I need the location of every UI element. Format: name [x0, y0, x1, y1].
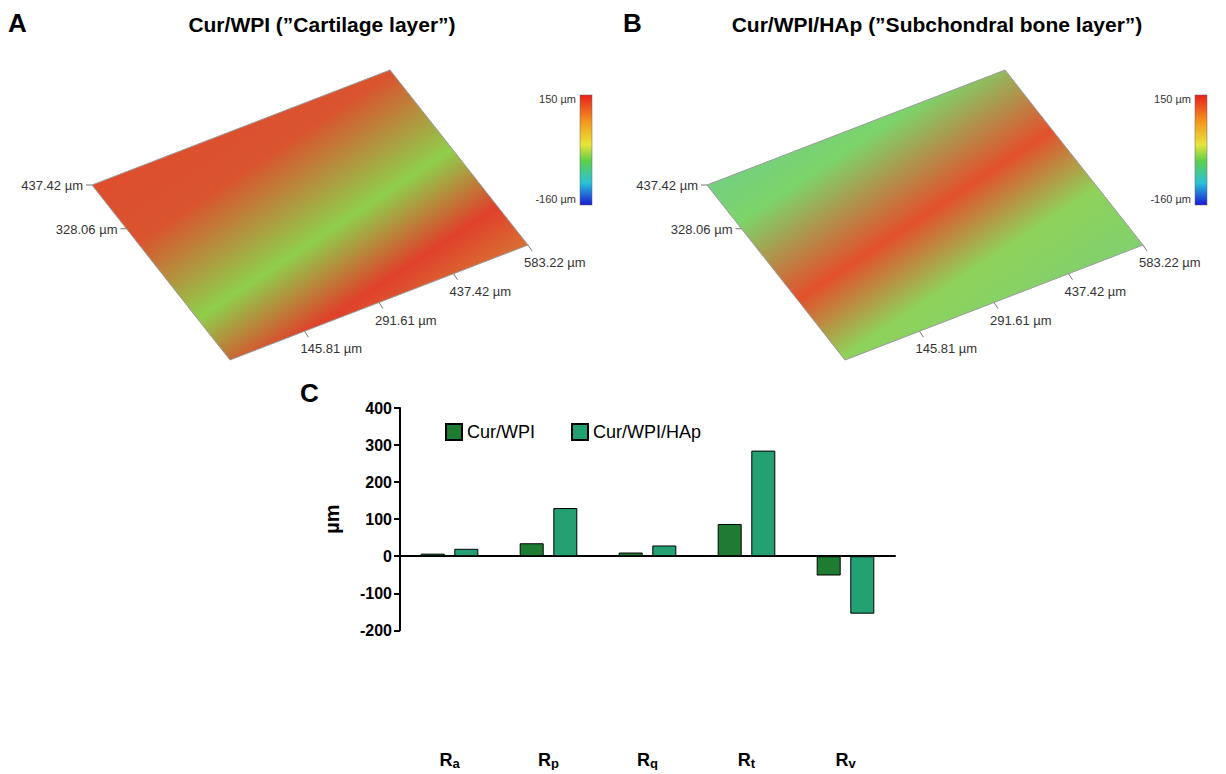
svg-text:Cur/WPI (”Cartilage layer”): Cur/WPI (”Cartilage layer”) [188, 13, 455, 36]
svg-text:0: 0 [383, 548, 392, 565]
svg-text:q: q [650, 756, 658, 770]
svg-text:150 µm: 150 µm [1154, 93, 1191, 105]
svg-text:145.81 µm: 145.81 µm [301, 341, 363, 356]
svg-text:328.06 µm: 328.06 µm [671, 222, 733, 237]
svg-text:R: R [439, 750, 452, 770]
svg-text:300: 300 [365, 437, 392, 454]
svg-text:R: R [637, 750, 650, 770]
svg-text:R: R [738, 750, 751, 770]
svg-text:583.22 µm: 583.22 µm [1139, 255, 1201, 270]
svg-text:437.42 µm: 437.42 µm [21, 178, 83, 193]
svg-text:-160 µm: -160 µm [1150, 193, 1191, 205]
svg-text:p: p [551, 756, 559, 770]
svg-text:B: B [623, 8, 642, 38]
html-text:C: C [300, 378, 319, 408]
svg-text:-100: -100 [360, 585, 392, 602]
svg-text:Cur/WPI/HAp (”Subchondral bone: Cur/WPI/HAp (”Subchondral bone layer”) [732, 13, 1143, 36]
svg-text:437.42 µm: 437.42 µm [636, 178, 698, 193]
svg-text:583.22 µm: 583.22 µm [524, 255, 586, 270]
svg-text:A: A [8, 8, 27, 38]
svg-text:437.42 µm: 437.42 µm [450, 284, 512, 299]
svg-text:200: 200 [365, 474, 392, 491]
svg-text:291.61 µm: 291.61 µm [375, 313, 437, 328]
svg-text:400: 400 [365, 400, 392, 417]
svg-text:328.06 µm: 328.06 µm [56, 222, 118, 237]
svg-text:150 µm: 150 µm [539, 93, 576, 105]
svg-text:-160 µm: -160 µm [535, 193, 576, 205]
svg-text:v: v [848, 756, 856, 770]
svg-text:437.42 µm: 437.42 µm [1065, 284, 1127, 299]
svg-text:R: R [538, 750, 551, 770]
svg-text:a: a [452, 756, 460, 770]
svg-text:291.61 µm: 291.61 µm [990, 313, 1052, 328]
svg-text:Cur/WPI: Cur/WPI [467, 422, 535, 442]
svg-text:100: 100 [365, 511, 392, 528]
svg-text:145.81 µm: 145.81 µm [916, 341, 978, 356]
svg-text:t: t [751, 756, 756, 770]
svg-text:µm: µm [321, 505, 343, 534]
svg-text:Cur/WPI/HAp: Cur/WPI/HAp [593, 422, 701, 442]
svg-text:R: R [835, 750, 848, 770]
svg-text:-200: -200 [360, 622, 392, 639]
